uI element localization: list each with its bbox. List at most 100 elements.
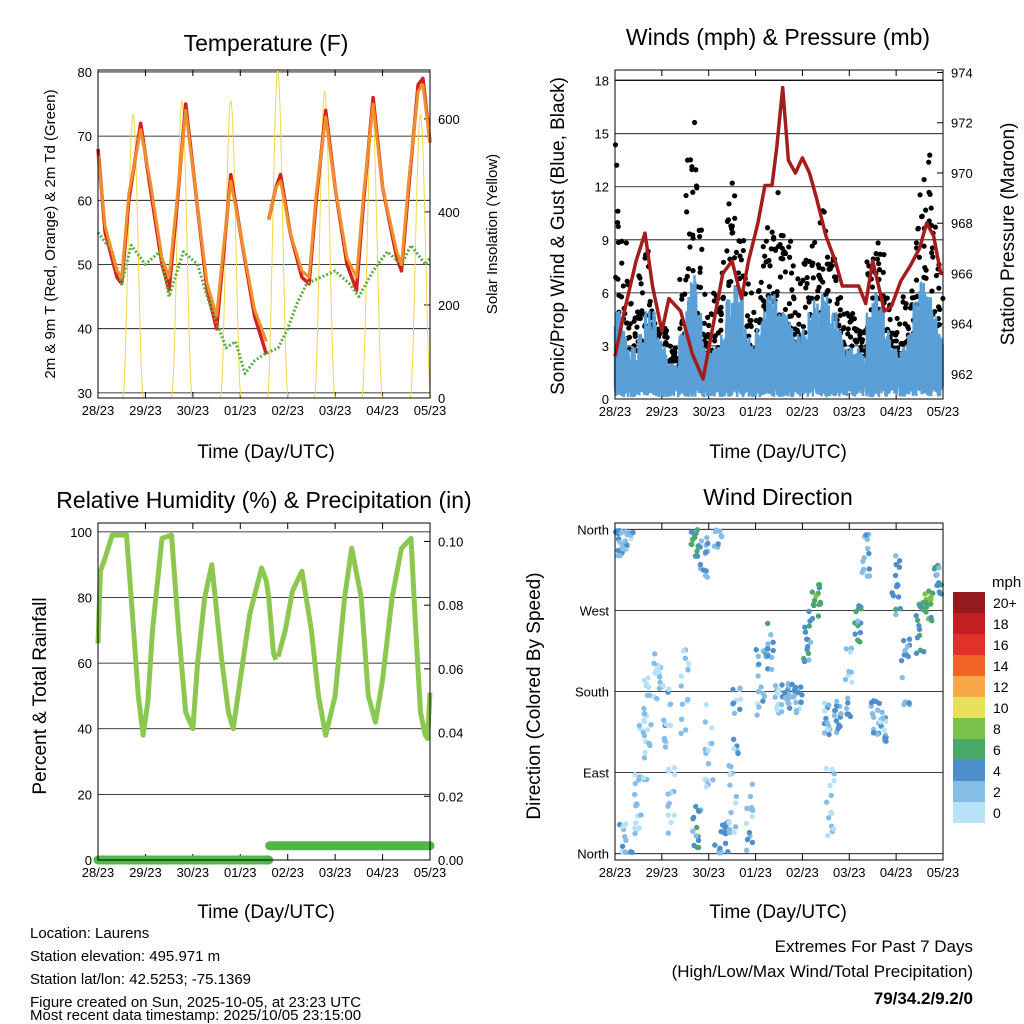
direction-point xyxy=(662,738,668,744)
direction-point xyxy=(874,707,881,713)
series-9m-t xyxy=(96,83,432,343)
y-tick-label-right: 962 xyxy=(951,367,973,382)
gust-point xyxy=(634,324,640,330)
elevation-text: Station elevation: 495.971 m xyxy=(30,948,220,965)
legend-swatch xyxy=(953,697,985,718)
direction-point xyxy=(633,802,639,809)
direction-point xyxy=(849,679,855,685)
direction-point xyxy=(727,771,733,778)
gust-point xyxy=(615,276,621,282)
direction-point xyxy=(632,791,638,798)
y-tick-label: 30 xyxy=(78,386,92,401)
y-tick-label: 0 xyxy=(602,392,609,407)
direction-point xyxy=(667,701,674,707)
gust-point xyxy=(745,281,751,287)
y-tick-label: 40 xyxy=(78,322,92,337)
gust-point xyxy=(623,240,629,246)
gust-point xyxy=(762,253,768,259)
gust-point xyxy=(683,277,689,283)
x-tick-label: 05/23 xyxy=(927,404,960,419)
gust-point xyxy=(737,253,743,259)
legend-title: mph xyxy=(992,574,1021,591)
gust-point xyxy=(639,290,646,296)
gust-point xyxy=(786,254,793,260)
gust-point xyxy=(800,323,807,330)
direction-point xyxy=(755,653,761,660)
gust-point xyxy=(760,263,767,269)
gust-point xyxy=(778,232,784,239)
gust-point xyxy=(916,254,922,260)
direction-point xyxy=(732,800,739,806)
gust-point xyxy=(861,330,867,336)
direction-point xyxy=(913,650,920,656)
gust-point xyxy=(777,274,784,280)
x-tick-label: 29/23 xyxy=(129,403,162,418)
gust-point xyxy=(816,272,822,278)
direction-point xyxy=(826,731,832,738)
gust-point xyxy=(631,318,637,324)
direction-point xyxy=(806,657,812,663)
x-tick-label: 30/23 xyxy=(177,403,210,418)
gust-point xyxy=(858,344,864,350)
direction-point xyxy=(833,702,840,709)
x-tick-label: 03/23 xyxy=(833,404,866,419)
direction-point xyxy=(790,694,797,700)
direction-point xyxy=(822,708,828,714)
direction-point xyxy=(834,698,840,705)
legend-swatch xyxy=(953,781,985,802)
direction-point xyxy=(661,717,667,723)
direction-point xyxy=(779,682,785,688)
direction-point xyxy=(743,847,750,853)
direction-point xyxy=(928,601,934,607)
gust-point xyxy=(850,310,856,317)
gust-point xyxy=(690,235,696,241)
gust-point xyxy=(672,349,678,355)
gust-point xyxy=(936,322,942,328)
legend-label: 14 xyxy=(993,658,1009,674)
direction-point xyxy=(754,712,760,718)
x-tick-label: 05/23 xyxy=(414,865,447,880)
gust-point xyxy=(926,159,932,165)
y-tick-label-right: 0.10 xyxy=(438,534,463,549)
direction-point xyxy=(667,722,674,729)
direction-point xyxy=(765,653,771,659)
direction-point xyxy=(632,772,638,778)
direction-point xyxy=(789,681,795,688)
direction-point xyxy=(749,839,756,846)
gust-point xyxy=(672,345,678,351)
direction-point xyxy=(641,755,648,761)
gust-point xyxy=(685,266,692,272)
gust-point xyxy=(921,243,927,249)
direction-point xyxy=(662,744,669,750)
gust-point xyxy=(834,300,840,307)
direction-point xyxy=(643,681,650,687)
y-tick-label-right: 968 xyxy=(951,216,973,231)
gust-point xyxy=(829,263,835,269)
plot-frame xyxy=(614,522,944,861)
direction-point xyxy=(845,695,851,701)
direction-point xyxy=(700,567,707,573)
gust-point xyxy=(803,285,809,291)
gust-point xyxy=(897,321,903,327)
direction-point xyxy=(934,572,940,578)
gust-point xyxy=(729,180,735,186)
gust-point xyxy=(756,287,762,294)
gust-point xyxy=(804,281,810,287)
direction-point xyxy=(698,538,705,544)
direction-point xyxy=(722,824,728,830)
direction-point xyxy=(672,771,678,778)
x-tick-label: 04/23 xyxy=(366,403,399,418)
direction-point xyxy=(843,705,850,712)
x-tick-label: 01/23 xyxy=(224,865,257,880)
y-tick-label: 12 xyxy=(595,180,609,195)
x-tick-label: 29/23 xyxy=(129,865,162,880)
gust-point xyxy=(724,248,730,254)
gust-point xyxy=(870,295,876,301)
x-tick-label: 04/23 xyxy=(880,404,913,419)
direction-point xyxy=(620,823,626,830)
extremes-title: Extremes For Past 7 Days xyxy=(775,937,973,956)
gust-point xyxy=(889,330,896,336)
direction-point xyxy=(831,771,837,777)
direction-point xyxy=(678,716,685,722)
